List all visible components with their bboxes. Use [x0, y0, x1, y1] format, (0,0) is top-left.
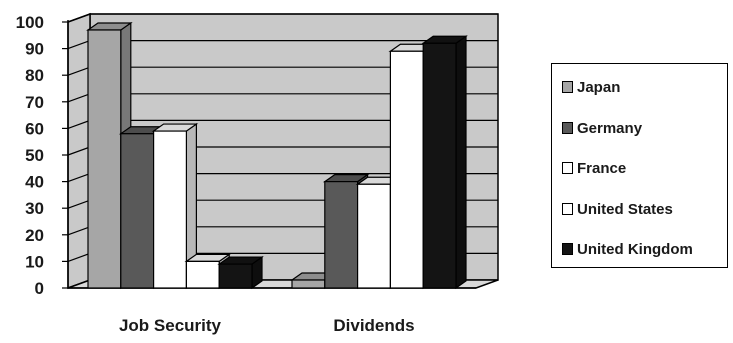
legend-swatch-france — [562, 162, 573, 174]
legend-item-france: France — [562, 159, 626, 177]
bar-germany-job-security — [120, 133, 155, 289]
legend-label-germany: Germany — [577, 119, 643, 137]
legend-swatch-united-states — [562, 203, 573, 215]
legend-label-france: France — [577, 159, 627, 177]
legend-swatch-germany — [562, 122, 573, 134]
y-tick-label: 20 — [25, 226, 44, 245]
bar-japan-dividends — [291, 279, 326, 289]
y-tick-label: 90 — [25, 40, 44, 59]
bar-united-kingdom-dividends-side — [455, 35, 467, 290]
bar-germany-dividends — [324, 181, 359, 289]
y-tick-label: 40 — [25, 173, 44, 192]
gridline — [67, 13, 498, 23]
chart-legend: Japan Germany France United States Unite… — [551, 63, 728, 268]
legend-item-germany: Germany — [562, 119, 642, 137]
bar-united-kingdom-dividends — [422, 42, 457, 289]
x-category-label: Dividends — [333, 316, 414, 335]
bar-united-states-job-security — [185, 260, 220, 289]
y-tick-label: 30 — [25, 199, 44, 218]
y-tick-label: 50 — [25, 146, 44, 165]
y-tick-label: 0 — [35, 279, 44, 298]
legend-label-japan: Japan — [577, 78, 621, 96]
legend-item-united-states: United States — [562, 200, 673, 218]
legend-item-japan: Japan — [562, 78, 620, 96]
bar-united-states-dividends — [389, 50, 424, 289]
x-category-label: Job Security — [119, 316, 222, 335]
bar-france-job-security — [153, 130, 188, 289]
y-tick-label: 10 — [25, 252, 44, 271]
bar-japan-job-security — [87, 29, 122, 289]
legend-item-united-kingdom: United Kingdom — [562, 240, 693, 258]
bar-united-kingdom-job-security — [218, 263, 253, 289]
y-tick-label: 80 — [25, 66, 44, 85]
legend-swatch-united-kingdom — [562, 243, 573, 255]
legend-label-united-states: United States — [577, 200, 673, 218]
y-tick-label: 70 — [25, 93, 44, 112]
legend-swatch-japan — [562, 81, 573, 93]
y-tick-label: 100 — [16, 13, 44, 32]
bar-france-dividends — [357, 183, 392, 289]
legend-label-united-kingdom: United Kingdom — [577, 240, 693, 258]
y-tick-label: 60 — [25, 119, 44, 138]
